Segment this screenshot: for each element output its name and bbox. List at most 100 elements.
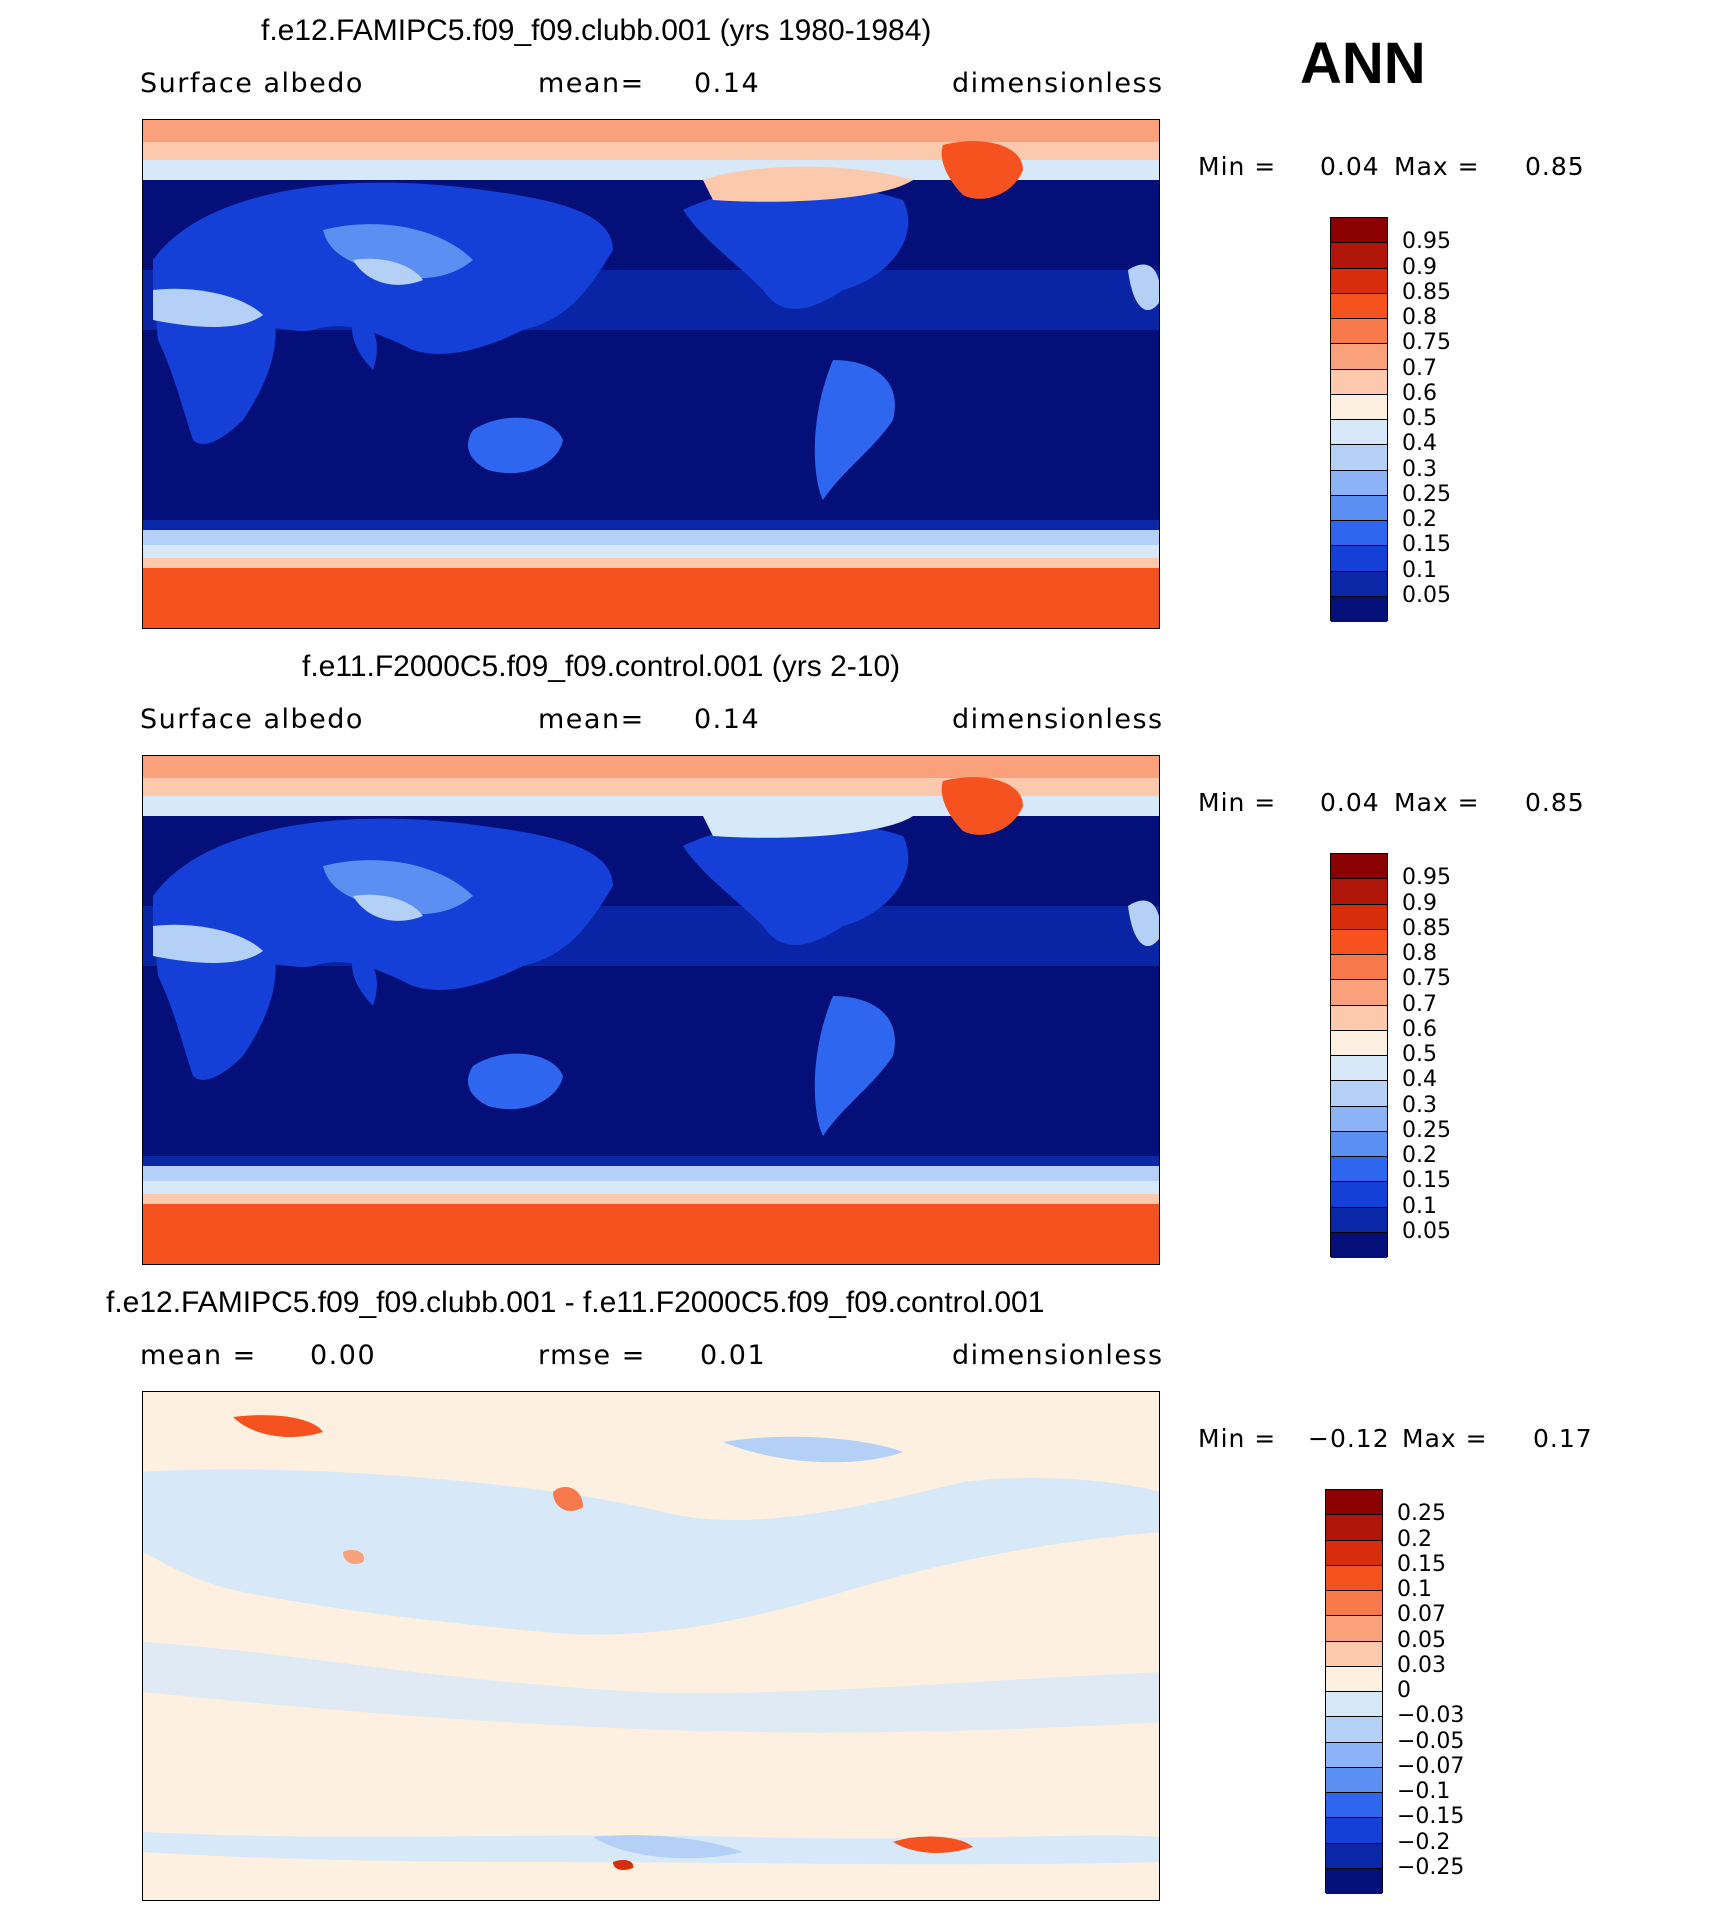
colorbar-swatch: [1326, 1490, 1382, 1516]
panel-2-colorbar-label: 0.3: [1402, 1092, 1437, 1118]
panel-2-colorbar: [1330, 853, 1388, 1258]
panel-3-units: dimensionless: [952, 1340, 1164, 1371]
panel-3-colorbar-label: 0.07: [1397, 1602, 1446, 1628]
colorbar-swatch: [1331, 955, 1387, 981]
panel-2-colorbar-label: 0.6: [1402, 1016, 1437, 1042]
season-label: ANN: [1300, 31, 1426, 96]
colorbar-swatch: [1331, 1005, 1387, 1031]
colorbar-swatch: [1331, 980, 1387, 1006]
panel-2-colorbar-label: 0.15: [1402, 1168, 1451, 1194]
colorbar-swatch: [1331, 293, 1387, 319]
panel-3-map: [142, 1391, 1160, 1901]
panel-1-colorbar-label: 0.75: [1402, 330, 1451, 356]
panel-1-colorbar-label: 0.5: [1402, 406, 1437, 431]
panel-2-max-value: 0.85: [1525, 788, 1585, 817]
panel-1-colorbar-label: 0.2: [1402, 507, 1437, 532]
colorbar-swatch: [1326, 1616, 1382, 1642]
panel-1-colorbar-label: 0.9: [1402, 254, 1437, 280]
panel-3-colorbar-label: 0.2: [1397, 1526, 1432, 1552]
panel-1-colorbar-label: 0.95: [1402, 229, 1451, 255]
panel-3-colorbar-label: −0.2: [1397, 1829, 1451, 1855]
panel-2-colorbar-label: 0.85: [1402, 915, 1451, 941]
colorbar-swatch: [1326, 1692, 1382, 1718]
panel-3-colorbar-label: −0.15: [1397, 1804, 1465, 1830]
colorbar-swatch: [1326, 1641, 1382, 1667]
panel-1-colorbar-label: 0.7: [1402, 355, 1437, 381]
colorbar-swatch: [1326, 1666, 1382, 1692]
colorbar-swatch: [1326, 1717, 1382, 1743]
panel-3-colorbar-label: 0: [1397, 1678, 1411, 1703]
panel-3-colorbar-label: 0.25: [1397, 1501, 1446, 1527]
colorbar-swatch: [1331, 218, 1387, 244]
panel-1-variable: Surface albedo: [140, 68, 364, 99]
panel-3-mean-value: 0.00: [310, 1340, 377, 1371]
colorbar-swatch: [1331, 470, 1387, 496]
panel-1-units: dimensionless: [952, 68, 1164, 99]
panel-3-colorbar-label: 0.05: [1397, 1627, 1446, 1653]
panel-3-max-label: Max =: [1402, 1424, 1488, 1453]
panel-3-colorbar-label: 0.1: [1397, 1577, 1432, 1602]
panel-2-variable: Surface albedo: [140, 704, 364, 735]
panel-1-map: [142, 119, 1160, 629]
panel-3-colorbar-label: −0.1: [1397, 1779, 1451, 1804]
panel-2-colorbar-label: 0.7: [1402, 991, 1437, 1017]
colorbar-swatch: [1331, 929, 1387, 955]
colorbar-swatch: [1326, 1591, 1382, 1617]
panel-2-colorbar-label: 0.75: [1402, 966, 1451, 992]
panel-3-title: f.e12.FAMIPC5.f09_f09.clubb.001 - f.e11.…: [106, 1286, 1045, 1319]
panel-1-colorbar-label: 0.8: [1402, 305, 1437, 330]
panel-2-colorbar-label: 0.25: [1402, 1117, 1451, 1143]
panel-1-colorbar: [1330, 217, 1388, 622]
difference-map: [143, 1392, 1159, 1900]
colorbar-swatch: [1331, 1207, 1387, 1233]
panel-3-max-value: 0.17: [1533, 1424, 1593, 1453]
colorbar-swatch: [1331, 546, 1387, 572]
colorbar-swatch: [1326, 1818, 1382, 1844]
panel-2-colorbar-label: 0.2: [1402, 1143, 1437, 1168]
albedo-map-1: [143, 120, 1159, 628]
panel-2-units: dimensionless: [952, 704, 1164, 735]
colorbar-swatch: [1331, 521, 1387, 547]
panel-2-colorbar-label: 0.4: [1402, 1067, 1437, 1093]
colorbar-swatch: [1331, 394, 1387, 420]
colorbar-swatch: [1331, 1081, 1387, 1107]
colorbar-swatch: [1331, 495, 1387, 521]
panel-2-map: [142, 755, 1160, 1265]
panel-3-rmse-label: rmse =: [538, 1340, 646, 1371]
colorbar-swatch: [1331, 420, 1387, 446]
colorbar-swatch: [1331, 1131, 1387, 1157]
panel-3-colorbar-label: −0.03: [1397, 1703, 1465, 1729]
colorbar-swatch: [1326, 1767, 1382, 1793]
colorbar-swatch: [1331, 1232, 1387, 1258]
colorbar-swatch: [1331, 319, 1387, 345]
colorbar-swatch: [1326, 1742, 1382, 1768]
colorbar-swatch: [1331, 243, 1387, 269]
panel-1-max-value: 0.85: [1525, 152, 1585, 181]
panel-1-min-value: 0.04: [1320, 152, 1380, 181]
panel-1-max-label: Max =: [1394, 152, 1480, 181]
colorbar-swatch: [1331, 344, 1387, 370]
colorbar-swatch: [1326, 1540, 1382, 1566]
panel-3-min-label: Min =: [1198, 1424, 1277, 1453]
colorbar-swatch: [1331, 369, 1387, 395]
panel-2-colorbar-label: 0.1: [1402, 1193, 1437, 1219]
panel-1-colorbar-label: 0.25: [1402, 481, 1451, 507]
panel-2-title: f.e11.F2000C5.f09_f09.control.001 (yrs 2…: [302, 650, 901, 683]
panel-2-colorbar-label: 0.9: [1402, 890, 1437, 916]
panel-2-colorbar-label: 0.5: [1402, 1042, 1437, 1067]
panel-1-colorbar-label: 0.4: [1402, 431, 1437, 457]
panel-2-min-label: Min =: [1198, 788, 1277, 817]
colorbar-swatch: [1331, 445, 1387, 471]
panel-3-colorbar-label: −0.25: [1397, 1854, 1465, 1880]
panel-2-colorbar-label: 0.95: [1402, 865, 1451, 891]
panel-1-title: f.e12.FAMIPC5.f09_f09.clubb.001 (yrs 198…: [261, 14, 932, 47]
colorbar-swatch: [1331, 1106, 1387, 1132]
colorbar-swatch: [1331, 596, 1387, 622]
colorbar-swatch: [1331, 1030, 1387, 1056]
panel-2-mean-label: mean=: [538, 704, 645, 735]
panel-3-colorbar: [1325, 1489, 1383, 1894]
colorbar-swatch: [1331, 854, 1387, 880]
panel-3-colorbar-label: −0.05: [1397, 1728, 1465, 1754]
panel-3-colorbar-label: 0.15: [1397, 1551, 1446, 1577]
colorbar-swatch: [1331, 879, 1387, 905]
